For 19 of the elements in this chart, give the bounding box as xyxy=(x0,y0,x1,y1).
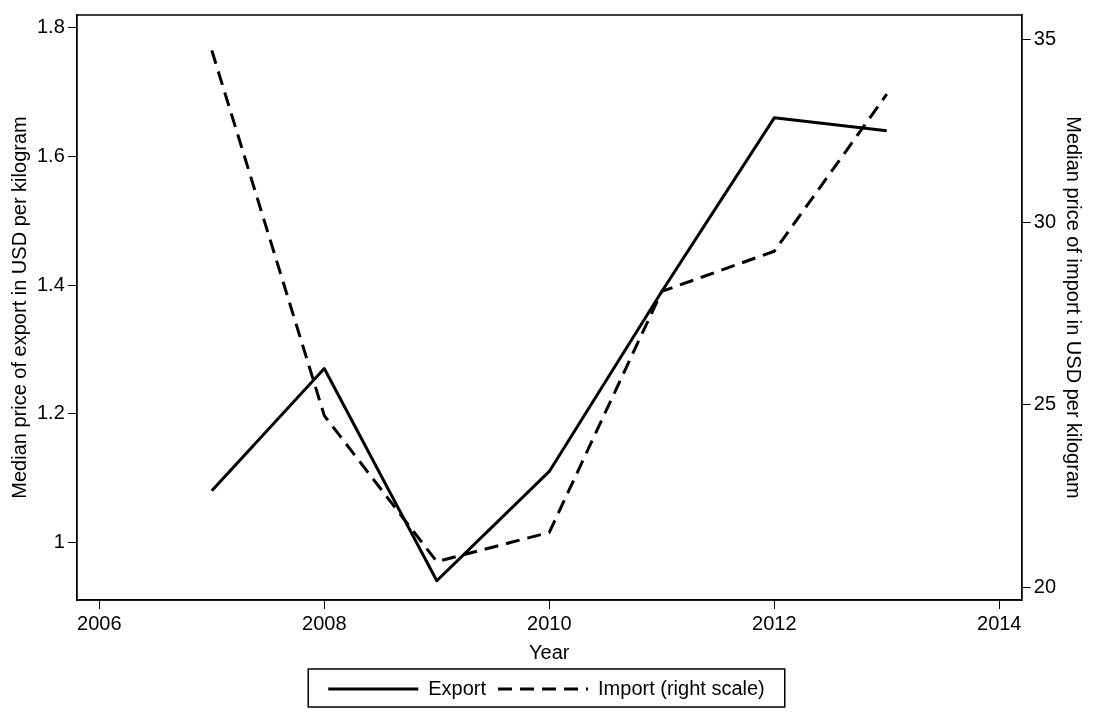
y2-tick-label: 25 xyxy=(1033,392,1056,415)
y-tick-label: 1.2 xyxy=(36,401,65,424)
y2-tick-label: 35 xyxy=(1033,26,1056,49)
y-tick-label: 1.6 xyxy=(36,143,65,166)
y-tick-label: 1.4 xyxy=(36,272,65,295)
legend-label: Export xyxy=(428,676,487,699)
y-tick-label: 1.8 xyxy=(36,15,65,38)
legend-label: Import (right scale) xyxy=(598,676,765,699)
y-tick-label: 1 xyxy=(53,529,65,552)
y2-axis-title: Median price of import in USD per kilogram xyxy=(1063,116,1086,499)
x-tick-label: 2012 xyxy=(752,611,797,634)
y2-tick-label: 20 xyxy=(1033,574,1056,597)
x-axis-title: Year xyxy=(529,640,570,663)
y-axis-title: Median price of export in USD per kilogram xyxy=(7,116,30,499)
x-tick-label: 2008 xyxy=(302,611,347,634)
x-tick-label: 2014 xyxy=(977,611,1022,634)
x-tick-label: 2010 xyxy=(527,611,572,634)
y2-tick-label: 30 xyxy=(1033,209,1056,232)
x-tick-label: 2006 xyxy=(77,611,122,634)
